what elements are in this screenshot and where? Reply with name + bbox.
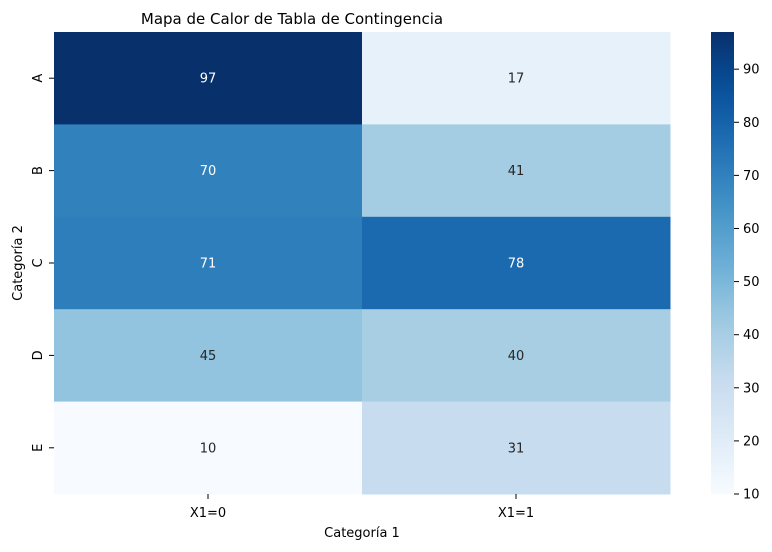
heatmap-annotations: 97 17 70 41 71 78 45 40 10 31: [200, 72, 525, 457]
colorbar-tick-label: 20: [743, 434, 760, 449]
heatmap-cell: [54, 124, 363, 218]
cell-value-label: 40: [508, 349, 525, 364]
cell-value-label: 17: [508, 72, 525, 87]
colorbar-tick-label: 70: [743, 169, 760, 184]
cell-value-label: 70: [200, 164, 217, 179]
colorbar-tick-label: 50: [743, 275, 760, 290]
heatmap-cell: [362, 32, 671, 125]
colorbar: 10 20 30 40 50 60 70 80 90: [711, 32, 760, 503]
colorbar-tick-label: 40: [743, 328, 760, 343]
cell-value-label: 41: [508, 164, 525, 179]
chart-title: Mapa de Calor de Tabla de Contingencia: [141, 10, 443, 28]
x-axis-label: Categoría 1: [324, 526, 400, 541]
x-tick-label: X1=0: [190, 506, 226, 521]
heatmap-cells: [54, 32, 671, 495]
heatmap-cell: [362, 309, 671, 403]
cell-value-label: 78: [508, 257, 525, 272]
cell-value-label: 97: [200, 72, 217, 87]
colorbar-tick-label: 90: [743, 63, 760, 78]
x-axis: X1=0 X1=1: [190, 494, 534, 521]
heatmap-cell: [362, 216, 671, 310]
cell-value-label: 71: [200, 257, 217, 272]
colorbar-tick-label: 30: [743, 381, 760, 396]
colorbar-gradient: [711, 32, 734, 494]
x-tick-label: X1=1: [498, 506, 534, 521]
heatmap-cell: [54, 309, 363, 403]
heatmap-cell: [362, 401, 671, 495]
heatmap-cell: [362, 124, 671, 218]
colorbar-tick-label: 60: [743, 222, 760, 237]
y-tick-label: A: [31, 74, 46, 83]
y-tick-label: E: [31, 444, 46, 452]
heatmap-cell: [54, 401, 363, 495]
y-tick-label: B: [31, 166, 46, 175]
y-tick-label: D: [31, 350, 46, 360]
colorbar-tick-label: 10: [743, 488, 760, 503]
y-axis-label: Categoría 2: [11, 225, 26, 301]
heatmap-cell: [54, 216, 363, 310]
cell-value-label: 10: [200, 441, 217, 456]
colorbar-tick-label: 80: [743, 116, 760, 131]
y-axis: A B C D E: [31, 74, 54, 452]
heatmap-cell: [54, 32, 363, 125]
cell-value-label: 45: [200, 349, 217, 364]
cell-value-label: 31: [508, 441, 525, 456]
y-tick-label: C: [31, 258, 46, 267]
